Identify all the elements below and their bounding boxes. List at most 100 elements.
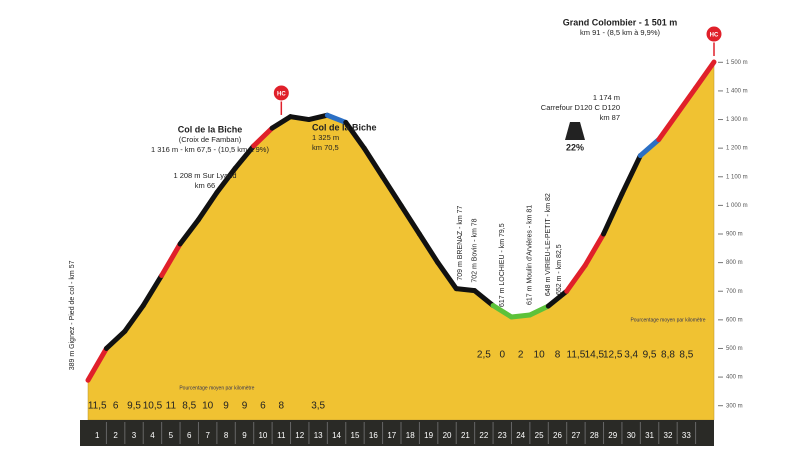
annotation: km 66 (195, 181, 215, 190)
annotation: 1 174 m (593, 93, 620, 102)
km-label: 17 (387, 431, 396, 440)
km-label: 31 (645, 431, 654, 440)
profile-edge (674, 85, 699, 117)
gradient-label: 3,4 (624, 350, 638, 361)
gradient-label: 2 (518, 350, 524, 361)
gradient-label: 3,5 (311, 401, 325, 412)
km-label: 4 (150, 431, 155, 440)
profile-edge (601, 191, 625, 237)
profile-edge (103, 328, 128, 351)
annotation: km 91 - (8,5 km à 9,9%) (580, 28, 661, 37)
km-label: 11 (277, 431, 286, 440)
gradient-label: 8,5 (182, 401, 196, 412)
hc-text: HC (277, 92, 286, 98)
km-label: 9 (242, 431, 247, 440)
gradient-label: 10 (202, 401, 214, 412)
km-label: 33 (682, 431, 691, 440)
y-tick-label: 1 500 m (726, 60, 748, 66)
hc-text: HC (710, 33, 719, 39)
gradient-label: 8 (555, 350, 561, 361)
profile-edge (564, 262, 588, 294)
km-label: 12 (295, 431, 304, 440)
y-tick-label: 1 000 m (726, 203, 748, 209)
y-tick-label: 900 m (726, 232, 743, 238)
vertical-label: 617 m LOCHIEU - km 79,5 (499, 223, 506, 307)
profile-edge (159, 241, 183, 278)
gradient-label: 6 (113, 401, 119, 412)
profile-edge (435, 260, 459, 292)
gradient-label: 9,5 (643, 350, 657, 361)
km-label: 10 (258, 431, 267, 440)
km-label: 30 (627, 431, 636, 440)
profile-edge (656, 111, 680, 143)
profile-edge (637, 137, 662, 159)
km-label: 22 (479, 431, 488, 440)
km-label: 14 (332, 431, 341, 440)
profile-edge (527, 303, 551, 318)
annotation: Col de la Biche (178, 124, 243, 134)
y-tick-label: 700 m (726, 289, 743, 295)
km-label: 5 (169, 431, 174, 440)
profile-edge (288, 114, 312, 123)
vertical-label: 652 m - km 82,5 (556, 244, 563, 295)
profile-edge (693, 59, 717, 91)
hc-marker (705, 25, 723, 43)
gradient-label: 8,8 (661, 350, 675, 361)
km-label: 8 (224, 431, 229, 440)
km-label: 26 (553, 431, 562, 440)
y-tick-label: 400 m (726, 375, 743, 381)
steepness-icon (565, 122, 585, 140)
profile-edge (453, 286, 478, 294)
km-label: 28 (590, 431, 599, 440)
profile-edge (251, 125, 275, 149)
km-label: 21 (461, 431, 470, 440)
gradient-note: Pourcentage moyen par kilomètre (630, 317, 705, 323)
gradient-label: 8 (279, 401, 285, 412)
y-tick-label: 1 300 m (726, 117, 748, 123)
gradient-label: 11,5 (567, 350, 586, 361)
vertical-label: 709 m BRENAZ - km 77 (457, 205, 464, 280)
km-label: 1 (95, 431, 100, 440)
profile-edge (324, 112, 349, 125)
annotation: km 87 (600, 113, 620, 122)
km-label: 25 (535, 431, 544, 440)
km-label: 13 (314, 431, 323, 440)
profile-edge (582, 231, 607, 268)
profile-edge (472, 288, 496, 309)
y-tick-label: 600 m (726, 317, 743, 323)
profile-edge (306, 112, 330, 123)
y-tick-label: 300 m (726, 403, 743, 409)
gradient-label: 12,5 (603, 350, 623, 361)
profile-edge (195, 190, 220, 223)
profile-edge (416, 231, 441, 266)
profile-edge (508, 312, 533, 320)
annotation: (Croix de Famban) (179, 135, 242, 144)
profile-edge (232, 143, 257, 171)
gradient-label: 9 (242, 401, 248, 412)
km-label: 23 (498, 431, 507, 440)
gradient-note: Pourcentage moyen par kilomètre (179, 385, 254, 391)
profile-edge (545, 288, 570, 309)
km-label: 6 (187, 431, 192, 440)
profile-edge (122, 303, 146, 334)
base-strip (80, 420, 714, 446)
gradient-label: 10 (534, 350, 546, 361)
annotation: Col de la Biche (312, 122, 377, 132)
annotation: 1 316 m - km 67,5 - (10,5 km à 9%) (151, 145, 269, 154)
km-label: 24 (516, 431, 525, 440)
profile-edge (177, 217, 201, 247)
hc-marker (272, 84, 290, 102)
profile-edge (361, 145, 386, 180)
vertical-label: 648 m VIRIEU-LE-PETIT - km 82 (545, 193, 552, 296)
y-tick-label: 1 400 m (726, 89, 748, 95)
annotation: 1 325 m (312, 133, 339, 142)
km-label: 16 (369, 431, 378, 440)
vertical-label: 702 m Bovin - km 78 (471, 218, 478, 282)
km-label: 15 (351, 431, 360, 440)
profile-edge (380, 174, 404, 208)
annotation: km 70,5 (312, 143, 339, 152)
gradient-label: 8,5 (679, 350, 693, 361)
y-tick-label: 800 m (726, 260, 743, 266)
gradient-label: 6 (260, 401, 266, 412)
gradient-label: 9 (223, 401, 229, 412)
